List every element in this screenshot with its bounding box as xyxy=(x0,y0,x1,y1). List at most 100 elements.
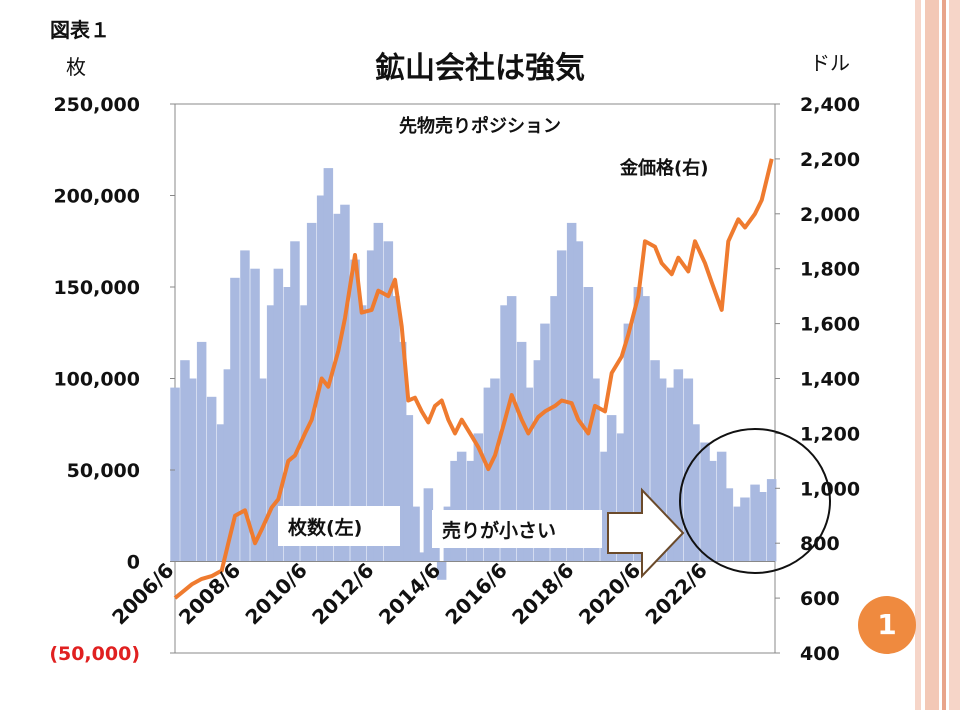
short-position-bar xyxy=(273,268,284,562)
short-position-bar xyxy=(323,168,334,562)
short-position-bar xyxy=(550,296,560,562)
short-position-bar xyxy=(250,268,260,562)
short-position-bar xyxy=(356,305,367,562)
annotation-small-selling: 売りが小さい xyxy=(442,519,556,542)
short-position-bar xyxy=(223,369,234,562)
short-position-bar xyxy=(490,378,500,562)
short-position-bar xyxy=(350,259,360,562)
left-unit-label: 枚 xyxy=(66,55,86,79)
deco-stripe xyxy=(925,0,939,710)
gold-price-line xyxy=(173,158,774,600)
short-position-bar xyxy=(683,378,694,562)
short-position-bar xyxy=(230,277,240,562)
right-axis-tick-label: 2,200 xyxy=(800,149,860,171)
figure-label: 図表１ xyxy=(50,18,110,42)
short-position-bar xyxy=(373,222,384,562)
left-axis-tick-label: 150,000 xyxy=(53,277,140,299)
left-axis-tick-label: 100,000 xyxy=(53,369,140,391)
right-axis-ticks: 2,4002,2002,0001,8001,6001,4001,2001,000… xyxy=(775,94,860,665)
short-position-bar xyxy=(756,492,767,562)
short-position-bar xyxy=(206,396,217,562)
short-position-bar xyxy=(340,204,350,562)
short-position-bar xyxy=(256,378,267,562)
short-position-bar xyxy=(196,341,207,562)
short-position-bar xyxy=(186,378,197,562)
short-position-bar xyxy=(506,296,517,562)
right-unit-label: ドル xyxy=(810,51,850,75)
short-position-bar xyxy=(366,250,377,562)
short-position-bar xyxy=(416,552,427,562)
short-position-bar xyxy=(733,506,744,562)
short-position-bar xyxy=(523,387,534,562)
page-number-badge: 1 xyxy=(858,596,916,654)
right-arrow-icon xyxy=(607,487,685,579)
contracts-label-box xyxy=(278,506,400,546)
short-position-bar xyxy=(436,561,447,580)
right-axis-tick-label: 1,600 xyxy=(800,314,860,336)
small-selling-label-box xyxy=(432,510,602,548)
short-position-bar xyxy=(700,442,710,562)
right-axis-tick-label: 1,800 xyxy=(800,259,860,281)
left-axis-tick-label: (50,000) xyxy=(49,643,140,665)
short-position-bar xyxy=(216,424,227,562)
left-axis-tick-label: 0 xyxy=(127,552,140,574)
short-position-bar xyxy=(766,479,777,562)
short-position-bar xyxy=(516,341,527,562)
deco-stripe xyxy=(915,0,921,710)
chart-title: 鉱山会社は強気 xyxy=(375,51,585,86)
left-axis-tick-label: 200,000 xyxy=(53,186,140,208)
gold-chart: 図表１ 枚 鉱山会社は強気 ドル 250,000 200,000 150,000 10… xyxy=(49,18,860,665)
short-position-bar xyxy=(266,305,277,562)
short-position-bar xyxy=(170,387,180,562)
short-position-bar xyxy=(533,360,544,562)
x-axis-tick-label: 2006/6 xyxy=(107,558,178,629)
short-position-bar xyxy=(650,360,660,562)
deco-stripe xyxy=(949,0,960,710)
short-position-bar xyxy=(240,250,250,562)
short-position-bar xyxy=(666,387,677,562)
short-position-bar xyxy=(723,488,734,562)
right-axis-tick-label: 1,200 xyxy=(800,423,860,445)
short-position-bar xyxy=(483,387,494,562)
short-position-bar xyxy=(633,287,644,562)
short-position-bar xyxy=(383,241,394,562)
short-position-bar xyxy=(616,433,627,562)
short-position-bar xyxy=(473,433,484,562)
short-position-bar xyxy=(290,241,300,562)
short-position-bar xyxy=(716,451,727,562)
short-position-bar xyxy=(690,424,700,562)
short-position-bar xyxy=(640,296,650,562)
short-position-bar xyxy=(583,287,594,562)
annotation-contracts: 枚数(左) xyxy=(288,516,362,539)
short-position-bar xyxy=(403,415,414,562)
short-position-bar xyxy=(396,341,407,562)
short-position-bar xyxy=(283,287,294,562)
short-position-bar xyxy=(500,305,510,562)
short-position-bar xyxy=(623,323,634,562)
annotation-short-position: 先物売りポジション xyxy=(399,115,561,137)
short-position-bar xyxy=(750,484,760,562)
right-axis-tick-label: 2,400 xyxy=(800,94,860,116)
short-position-bar xyxy=(333,213,344,562)
annotation-gold-price: 金価格(右) xyxy=(619,157,708,179)
short-position-bar xyxy=(410,506,420,562)
short-position-bar xyxy=(673,369,684,562)
short-position-bar xyxy=(706,460,717,562)
right-axis-tick-label: 2,000 xyxy=(800,204,860,226)
short-position-bar xyxy=(556,250,567,562)
short-position-bar xyxy=(390,296,400,562)
right-axis-tick-label: 600 xyxy=(800,588,840,610)
short-position-bar xyxy=(306,222,317,562)
right-axis-tick-label: 400 xyxy=(800,643,840,665)
short-position-bar xyxy=(423,488,434,562)
slide-edge-decoration xyxy=(915,0,960,710)
short-position-bar xyxy=(606,415,617,562)
right-axis-tick-label: 1,400 xyxy=(800,369,860,391)
short-position-bar xyxy=(456,451,467,562)
short-position-bar xyxy=(656,378,667,562)
short-position-bar xyxy=(600,451,610,562)
short-position-bar xyxy=(590,378,600,562)
short-position-bar xyxy=(740,497,750,562)
left-axis-tick-label: 250,000 xyxy=(53,94,140,116)
left-axis-tick-label: 50,000 xyxy=(67,460,140,482)
